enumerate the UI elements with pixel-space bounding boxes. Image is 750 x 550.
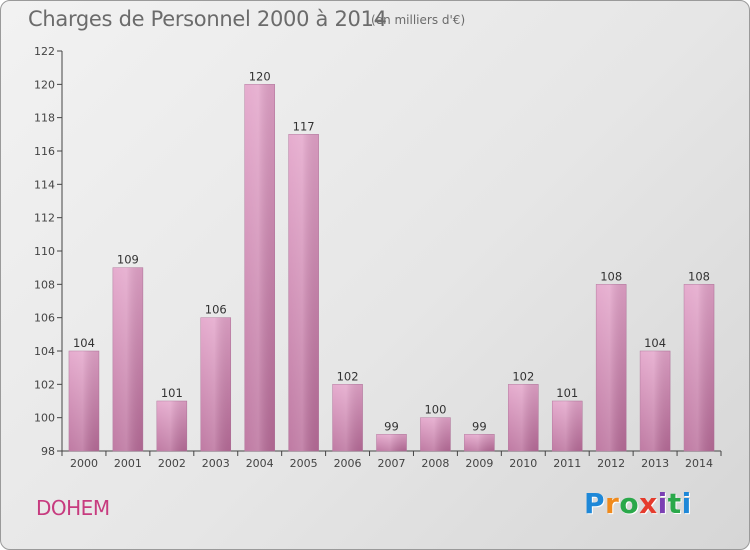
x-tick-label: 2011 [553, 457, 581, 470]
x-tick-label: 2008 [421, 457, 449, 470]
bar-shade [112, 267, 143, 451]
chart-unit: (en milliers d'€) [371, 13, 466, 27]
bar-shade [420, 417, 451, 451]
bar [112, 267, 144, 452]
data-label: 102 [337, 369, 359, 383]
data-label: 106 [205, 303, 227, 317]
bar [200, 317, 232, 452]
y-tick-label: 110 [34, 245, 55, 258]
bar [420, 417, 451, 452]
bar [639, 350, 671, 452]
logo-letter: t [667, 487, 682, 520]
x-tick-label: 2007 [378, 457, 406, 470]
municipality-name: DOHEM [36, 496, 110, 520]
data-label: 99 [472, 419, 487, 433]
data-label: 99 [384, 419, 399, 433]
data-label: 117 [293, 119, 315, 133]
x-tick-label: 2009 [465, 457, 493, 470]
bar-shade [552, 401, 583, 451]
data-label: 109 [117, 253, 139, 267]
bar-shade [376, 434, 407, 451]
x-tick-label: 2012 [597, 457, 625, 470]
data-label: 108 [688, 269, 710, 283]
y-tick-label: 114 [34, 178, 55, 191]
bar-shade [200, 317, 231, 451]
y-tick-label: 104 [34, 345, 55, 358]
chart-title: Charges de Personnel 2000 à 2014 [28, 7, 387, 31]
x-tick-label: 2013 [641, 457, 669, 470]
bar-shade [464, 434, 495, 451]
x-tick-label: 2005 [290, 457, 318, 470]
bar [244, 84, 275, 452]
data-label: 101 [161, 386, 183, 400]
bar-shade [684, 284, 715, 451]
logo-letter: x [639, 487, 658, 520]
bar-shade [508, 384, 539, 451]
data-label: 102 [512, 369, 534, 383]
bar-shade [156, 401, 187, 451]
data-label: 100 [424, 403, 446, 417]
x-tick-label: 2001 [114, 457, 142, 470]
x-tick-label: 2014 [685, 457, 713, 470]
bar-shade [596, 284, 627, 451]
data-label: 104 [73, 336, 95, 350]
y-tick-label: 98 [41, 445, 55, 458]
y-tick-label: 100 [34, 412, 55, 425]
logo-letter: i [681, 487, 692, 520]
logo-letter: P [584, 487, 606, 520]
bar-shade [288, 134, 319, 452]
x-tick-label: 2004 [246, 457, 274, 470]
bar-shade [68, 351, 99, 451]
bar-shade [640, 351, 671, 451]
logo-letter: o [619, 487, 640, 520]
bar [332, 384, 363, 452]
y-tick-label: 122 [34, 45, 55, 58]
bar [551, 400, 583, 452]
logo-letter: i [657, 487, 668, 520]
y-tick-label: 106 [34, 312, 55, 325]
logo-letter: r [605, 487, 620, 520]
y-tick-label: 118 [34, 112, 55, 125]
bar-shade [244, 84, 275, 451]
x-tick-label: 2010 [509, 457, 537, 470]
bar [68, 350, 100, 452]
bar [288, 134, 319, 452]
bar [464, 434, 495, 452]
data-label: 104 [644, 336, 666, 350]
x-tick-label: 2000 [70, 457, 98, 470]
bar [595, 284, 627, 452]
bar [683, 284, 715, 452]
y-tick-label: 102 [34, 378, 55, 391]
bar [376, 434, 407, 452]
x-tick-label: 2006 [334, 457, 362, 470]
y-tick-label: 120 [34, 78, 55, 91]
proxiti-logo: Proxiti [584, 487, 692, 520]
bar [156, 400, 188, 452]
x-tick-label: 2002 [158, 457, 186, 470]
y-tick-label: 112 [34, 212, 55, 225]
data-label: 101 [556, 386, 578, 400]
y-tick-label: 108 [34, 278, 55, 291]
data-label: 120 [249, 69, 271, 83]
y-tick-label: 116 [34, 145, 55, 158]
bar [508, 384, 539, 452]
x-tick-label: 2003 [202, 457, 230, 470]
data-label: 108 [600, 269, 622, 283]
bar-shade [332, 384, 363, 451]
